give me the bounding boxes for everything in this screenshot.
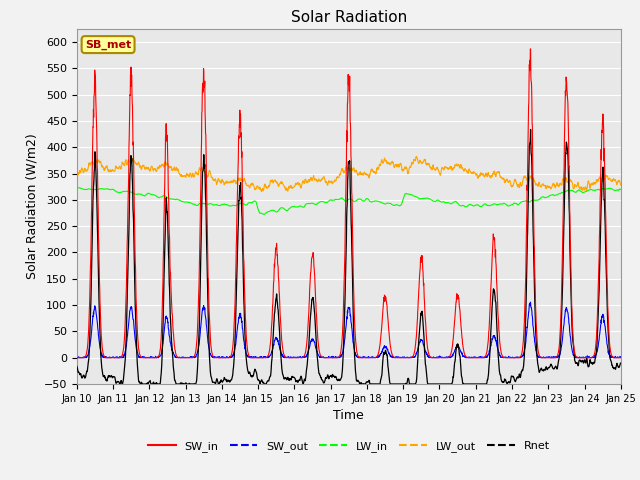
- SW_out: [570, 352, 577, 358]
- SW_out: [225, 355, 232, 360]
- Rnet: [507, 375, 515, 381]
- SW_in: [507, 355, 515, 360]
- SW_out: [73, 355, 81, 360]
- SW_in: [569, 332, 577, 337]
- LW_in: [570, 188, 577, 194]
- LW_in: [508, 202, 515, 208]
- Rnet: [225, 378, 232, 384]
- Rnet: [570, 341, 577, 347]
- SW_out: [617, 354, 625, 360]
- Rnet: [365, 379, 372, 384]
- LW_out: [584, 179, 592, 184]
- SW_out: [527, 299, 534, 305]
- SW_in: [376, 340, 384, 346]
- LW_in: [617, 187, 625, 192]
- Rnet: [376, 380, 384, 386]
- LW_in: [377, 199, 385, 205]
- SW_out: [365, 355, 372, 360]
- Line: SW_out: SW_out: [77, 302, 621, 358]
- SW_in: [73, 355, 81, 360]
- Rnet: [424, 381, 431, 387]
- Title: Solar Radiation: Solar Radiation: [291, 10, 407, 25]
- LW_out: [617, 182, 625, 188]
- LW_in: [73, 185, 81, 191]
- LW_out: [365, 173, 372, 179]
- LW_out: [258, 189, 266, 194]
- Text: SB_met: SB_met: [85, 39, 131, 50]
- SW_out: [507, 355, 515, 360]
- LW_in: [76, 185, 83, 191]
- Rnet: [584, 364, 592, 370]
- LW_out: [225, 179, 232, 185]
- LW_in: [260, 212, 268, 217]
- LW_in: [225, 203, 232, 209]
- Legend: SW_in, SW_out, LW_in, LW_out, Rnet: SW_in, SW_out, LW_in, LW_out, Rnet: [143, 437, 554, 456]
- SW_in: [617, 355, 625, 360]
- LW_out: [508, 183, 515, 189]
- LW_out: [73, 177, 81, 183]
- Y-axis label: Solar Radiation (W/m2): Solar Radiation (W/m2): [25, 133, 38, 279]
- Line: LW_in: LW_in: [77, 188, 621, 215]
- X-axis label: Time: Time: [333, 409, 364, 422]
- LW_out: [570, 185, 577, 191]
- LW_in: [584, 187, 592, 193]
- SW_out: [74, 355, 81, 360]
- LW_out: [376, 163, 384, 168]
- SW_in: [365, 355, 372, 360]
- Line: Rnet: Rnet: [77, 130, 621, 384]
- Rnet: [527, 127, 534, 132]
- SW_in: [225, 355, 232, 360]
- SW_out: [584, 355, 592, 360]
- Line: LW_out: LW_out: [77, 156, 621, 192]
- Rnet: [73, 363, 81, 369]
- SW_in: [584, 355, 592, 360]
- SW_in: [527, 46, 534, 52]
- SW_out: [376, 351, 384, 357]
- Rnet: [617, 360, 625, 366]
- LW_in: [365, 197, 372, 203]
- LW_out: [413, 154, 420, 159]
- Line: SW_in: SW_in: [77, 49, 621, 358]
